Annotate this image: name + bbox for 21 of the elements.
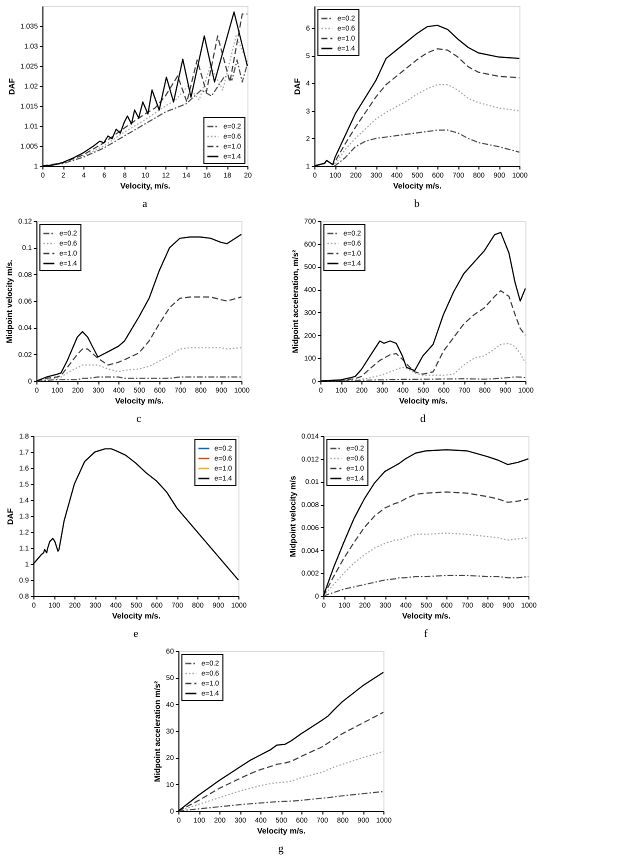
x-axis-title: Velocity m/s. bbox=[399, 396, 448, 406]
y-axis-title: Midpoint velocity m/s. bbox=[5, 260, 14, 344]
text: c bbox=[136, 413, 142, 425]
y-axis-title: Midpoint velocity m/s bbox=[288, 475, 298, 558]
x-axis-title: Velocity m/s. bbox=[393, 182, 442, 190]
text: a bbox=[142, 198, 148, 210]
x-axis-title: Velocity m/s. bbox=[402, 612, 451, 620]
text: d bbox=[420, 413, 426, 425]
y-axis-title: Midpoint acceleration, m/s² bbox=[291, 250, 300, 354]
text: f bbox=[424, 628, 428, 640]
x-axis-title: Velocity m/s. bbox=[257, 826, 306, 836]
text: b bbox=[414, 198, 420, 210]
x-axis-title: Velocity, m/s. bbox=[120, 182, 170, 190]
x-axis-title: Velocity m/s. bbox=[112, 612, 161, 620]
x-axis-title: Velocity m/s. bbox=[115, 396, 164, 406]
text: g bbox=[278, 843, 284, 855]
text: e bbox=[133, 628, 138, 640]
y-axis-title: DAF bbox=[292, 78, 302, 95]
y-axis-title: DAF bbox=[6, 508, 16, 525]
y-axis-title: Midpoint acceleration m/s² bbox=[153, 680, 162, 782]
y-axis-title: DAF bbox=[7, 78, 16, 95]
